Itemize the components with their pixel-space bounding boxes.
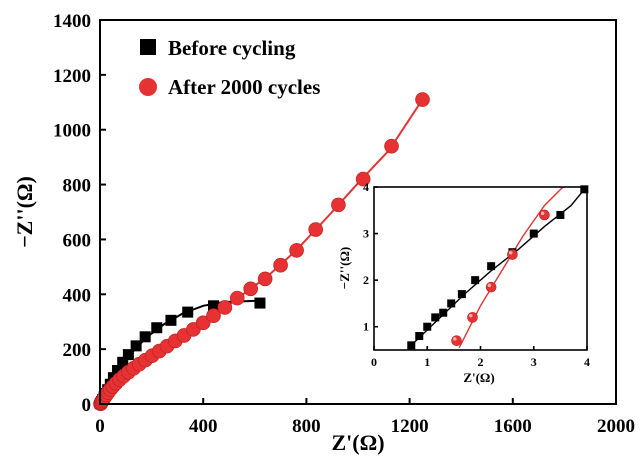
point-after-31 bbox=[289, 243, 304, 258]
point-after-32 bbox=[308, 222, 323, 237]
point-before-12 bbox=[130, 340, 142, 352]
x-tick-label-3: 1200 bbox=[391, 416, 429, 437]
inset-y-tick-label-1: 2 bbox=[363, 273, 369, 287]
inset-plot: 0 1 2 3 4 1 2 3 4 Z'(Ω) −Z''(Ω) bbox=[337, 180, 590, 385]
point-after-25 bbox=[206, 308, 221, 323]
y-tick-label-0: 0 bbox=[82, 395, 92, 416]
point-before-9 bbox=[112, 365, 124, 377]
y-tick-label-7: 1400 bbox=[53, 11, 91, 32]
inset-point-after-1 bbox=[467, 312, 478, 323]
legend-marker-before bbox=[140, 39, 156, 55]
point-before-13 bbox=[139, 331, 151, 343]
point-before-15 bbox=[165, 314, 177, 326]
point-after-29 bbox=[257, 271, 273, 287]
x-tick-label-0: 0 bbox=[95, 416, 105, 437]
x-tick-label-2: 800 bbox=[292, 416, 321, 437]
point-before-11 bbox=[122, 349, 134, 361]
inset-point-after-3 bbox=[507, 249, 518, 260]
point-after-28 bbox=[243, 281, 258, 297]
inset-point-after-0 bbox=[451, 335, 462, 346]
point-after-26 bbox=[217, 300, 233, 315]
x-axis-title: Z'(Ω) bbox=[331, 430, 384, 455]
inset-x-tick-label-4: 4 bbox=[584, 355, 590, 369]
y-tick-label-5: 1000 bbox=[53, 121, 91, 142]
x-tick-label-1: 400 bbox=[189, 416, 218, 437]
point-before-14 bbox=[151, 322, 163, 334]
inset-point-after-shine-3 bbox=[508, 251, 513, 255]
y-tick-label-3: 600 bbox=[63, 230, 92, 251]
inset-y-axis-title: −Z''(Ω) bbox=[337, 247, 352, 289]
inset-point-before-6 bbox=[457, 290, 466, 299]
inset-point-before-5 bbox=[447, 299, 456, 308]
inset-point-before-1 bbox=[415, 332, 424, 341]
inset-background bbox=[368, 186, 586, 352]
inset-point-before-4 bbox=[439, 308, 448, 317]
point-before-17 bbox=[208, 300, 220, 312]
inset-point-before-8 bbox=[487, 262, 496, 271]
inset-point-after-shine-0 bbox=[453, 337, 457, 341]
inset-point-after-shine-1 bbox=[469, 313, 473, 318]
inset-point-after-shine-4 bbox=[540, 211, 545, 215]
point-after-30 bbox=[273, 257, 288, 273]
point-after-27 bbox=[229, 290, 245, 306]
legend-marker-after bbox=[139, 78, 157, 96]
point-before-18 bbox=[254, 297, 266, 309]
x-tick-label-4: 1600 bbox=[494, 416, 532, 437]
point-after-36 bbox=[415, 92, 430, 107]
point-after-35 bbox=[384, 138, 399, 154]
y-tick-label-4: 800 bbox=[63, 176, 92, 197]
main-plot: 0 400 800 1200 1600 2000020040060080010001200… bbox=[12, 11, 635, 455]
inset-point-before-10 bbox=[529, 229, 538, 238]
inset-point-before-7 bbox=[471, 276, 480, 285]
x-tick-label-5: 2000 bbox=[597, 416, 635, 437]
plot-frame bbox=[99, 19, 617, 405]
legend-label-after: After 2000 cycles bbox=[168, 75, 320, 99]
legend-label-before: Before cycling bbox=[168, 36, 296, 60]
inset-x-tick-label-3: 3 bbox=[531, 355, 537, 369]
y-tick-label-1: 200 bbox=[63, 340, 92, 361]
inset-point-after-2 bbox=[485, 281, 497, 293]
inset-point-before-11 bbox=[556, 210, 565, 219]
legend: Before cycling After 2000 cycles bbox=[139, 36, 320, 99]
inset-x-tick-label-2: 2 bbox=[478, 355, 484, 369]
inset-point-after-shine-2 bbox=[487, 283, 492, 288]
point-before-16 bbox=[182, 306, 194, 318]
y-axis-title: −Z''(Ω) bbox=[12, 176, 37, 248]
inset-point-before-0 bbox=[407, 341, 416, 350]
y-tick-label-2: 400 bbox=[63, 285, 92, 306]
point-after-24 bbox=[195, 315, 211, 331]
inset-x-axis-title: Z'(Ω) bbox=[463, 370, 494, 385]
inset-x-tick-label-0: 0 bbox=[371, 355, 377, 369]
inset-point-after-4 bbox=[539, 209, 550, 221]
inset-x-tick-label-1: 1 bbox=[424, 355, 430, 369]
point-after-33 bbox=[331, 197, 346, 213]
inset-y-tick-label-0: 1 bbox=[363, 320, 369, 334]
inset-point-before-2 bbox=[423, 322, 432, 331]
y-tick-label-6: 1200 bbox=[53, 66, 91, 87]
point-before-10 bbox=[117, 356, 129, 368]
inset-y-tick-label-2: 3 bbox=[363, 227, 369, 241]
point-after-34 bbox=[355, 171, 371, 187]
inset-point-before-3 bbox=[431, 313, 440, 322]
inset-point-before-12 bbox=[580, 185, 589, 194]
inset-y-tick-label-3: 4 bbox=[363, 180, 369, 194]
